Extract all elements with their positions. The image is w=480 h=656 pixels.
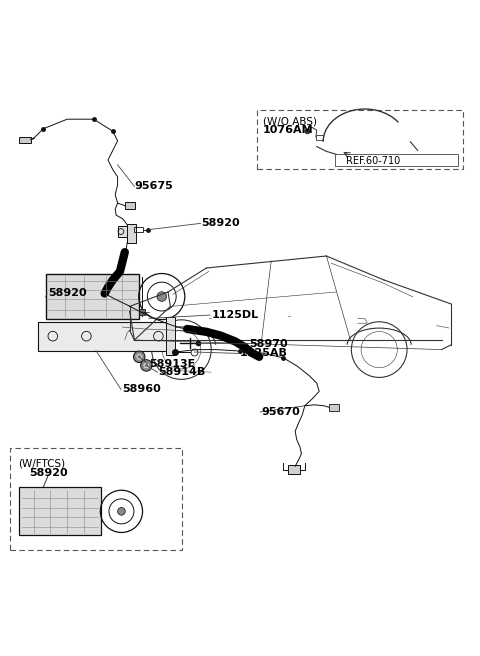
Bar: [134, 227, 143, 232]
Circle shape: [157, 292, 167, 301]
Bar: [19, 138, 31, 143]
Text: 1125AB: 1125AB: [240, 348, 288, 358]
Circle shape: [141, 359, 152, 371]
Text: 1076AM: 1076AM: [263, 125, 313, 135]
Text: 58920: 58920: [202, 218, 240, 228]
Text: 58920: 58920: [48, 289, 86, 298]
Text: (W/FTCS): (W/FTCS): [18, 459, 65, 468]
Text: 58914B: 58914B: [158, 367, 205, 377]
Text: 58920: 58920: [29, 468, 67, 478]
Text: 58960: 58960: [122, 384, 161, 394]
Bar: [46, 274, 139, 319]
Text: 1125DL: 1125DL: [211, 310, 258, 320]
Circle shape: [133, 351, 145, 363]
Bar: [288, 465, 300, 474]
Bar: [316, 135, 323, 140]
Circle shape: [118, 508, 125, 515]
Bar: [19, 487, 101, 535]
Text: 58913E: 58913E: [149, 359, 195, 369]
Bar: [38, 321, 173, 350]
Text: 95675: 95675: [134, 182, 173, 192]
Bar: [335, 154, 458, 166]
Bar: [166, 317, 175, 356]
Bar: [10, 448, 182, 550]
Text: REF.60-710: REF.60-710: [346, 156, 400, 166]
Bar: [257, 110, 463, 169]
Bar: [125, 202, 135, 209]
Text: 58970: 58970: [250, 339, 288, 349]
Text: 95670: 95670: [262, 407, 300, 417]
Bar: [118, 226, 132, 237]
Text: (W/O ABS): (W/O ABS): [263, 117, 317, 127]
Bar: [329, 404, 339, 411]
Bar: [127, 224, 136, 243]
